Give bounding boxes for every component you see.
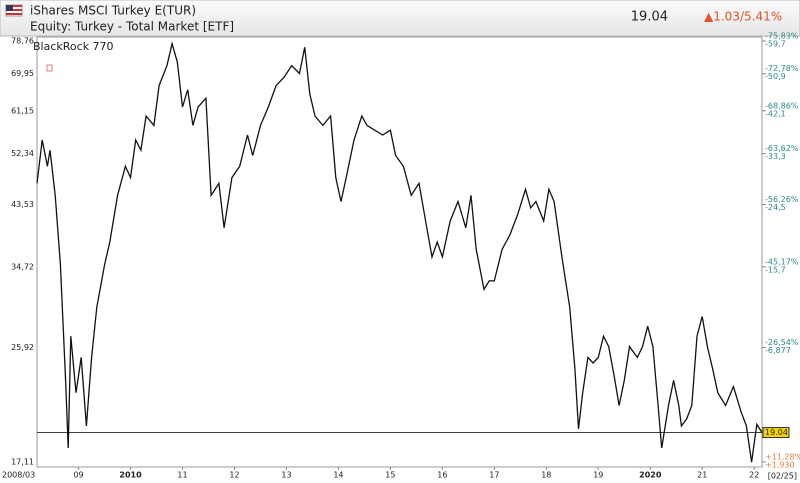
right-diff-label: -59,7 [765, 40, 786, 49]
price: 19.04 [631, 10, 668, 25]
right-diff-label: -15,7 [765, 265, 786, 274]
right-diff-label: -50,9 [765, 72, 786, 81]
subtitle: Equity: Turkey - Total Market [ETF] [30, 20, 234, 34]
right-pct-label: -72,78% [765, 64, 799, 73]
title: iShares MSCI Turkey E(TUR) [30, 4, 196, 18]
right-pct-label: -26,54% [765, 338, 799, 347]
start-label: 2008/03 [2, 471, 35, 480]
x-tick-label: 22 [749, 471, 759, 480]
right-pct-label: +11,28% [765, 453, 800, 462]
y-tick-label: 61,15 [11, 106, 34, 115]
x-tick-label: 2020 [639, 471, 662, 480]
change: ▲1.03/5.41% [704, 10, 782, 24]
annotation: BlackRock 770 [33, 40, 114, 53]
y-tick-label: 34,72 [11, 262, 34, 271]
x-tick-label: 15 [385, 471, 395, 480]
x-tick-label: 14 [333, 471, 343, 480]
flag [5, 4, 23, 17]
right-pct-label: -56,26% [765, 195, 799, 204]
x-tick-label: 13 [281, 471, 291, 480]
right-pct-label: -75,83% [765, 32, 799, 41]
marker-icon [46, 64, 53, 72]
x-tick-label: 18 [541, 471, 551, 480]
plot-area [36, 36, 763, 468]
right-pct-label: -45,17% [765, 257, 799, 266]
y-tick-label: 52,34 [11, 149, 34, 158]
last-price-box [762, 427, 790, 439]
end-label: [02/25] [768, 472, 797, 481]
x-tick-label: 11 [177, 471, 187, 480]
right-pct-label: -63,62% [765, 144, 799, 153]
x-tick-label: 17 [489, 471, 499, 480]
y-tick-label: 25,92 [11, 343, 34, 352]
x-tick-label: 12 [229, 471, 239, 480]
right-diff-label: -24,5 [765, 203, 786, 212]
x-tick-label: 2010 [119, 471, 142, 480]
y-tick-label: 69,95 [11, 69, 34, 78]
x-tick-label: 19 [593, 471, 603, 480]
right-diff-label: -33,3 [765, 152, 786, 161]
right-diff-label: +1,930 [765, 461, 795, 470]
last-price-label: 19.04 [765, 428, 788, 437]
right-pct-label: -68,86% [765, 101, 799, 110]
y-tick-label: 43,53 [11, 200, 34, 209]
right-diff-label: -6,877 [765, 346, 791, 355]
x-tick-label: 16 [437, 471, 447, 480]
x-tick-label: 09 [73, 471, 83, 480]
x-tick-label: 21 [697, 471, 707, 480]
y-tick-label: 78,76 [11, 37, 34, 46]
y-tick-label: 17,11 [11, 458, 34, 467]
right-diff-label: -42,1 [765, 109, 786, 118]
price-line [36, 41, 763, 463]
header-bar [0, 0, 800, 37]
